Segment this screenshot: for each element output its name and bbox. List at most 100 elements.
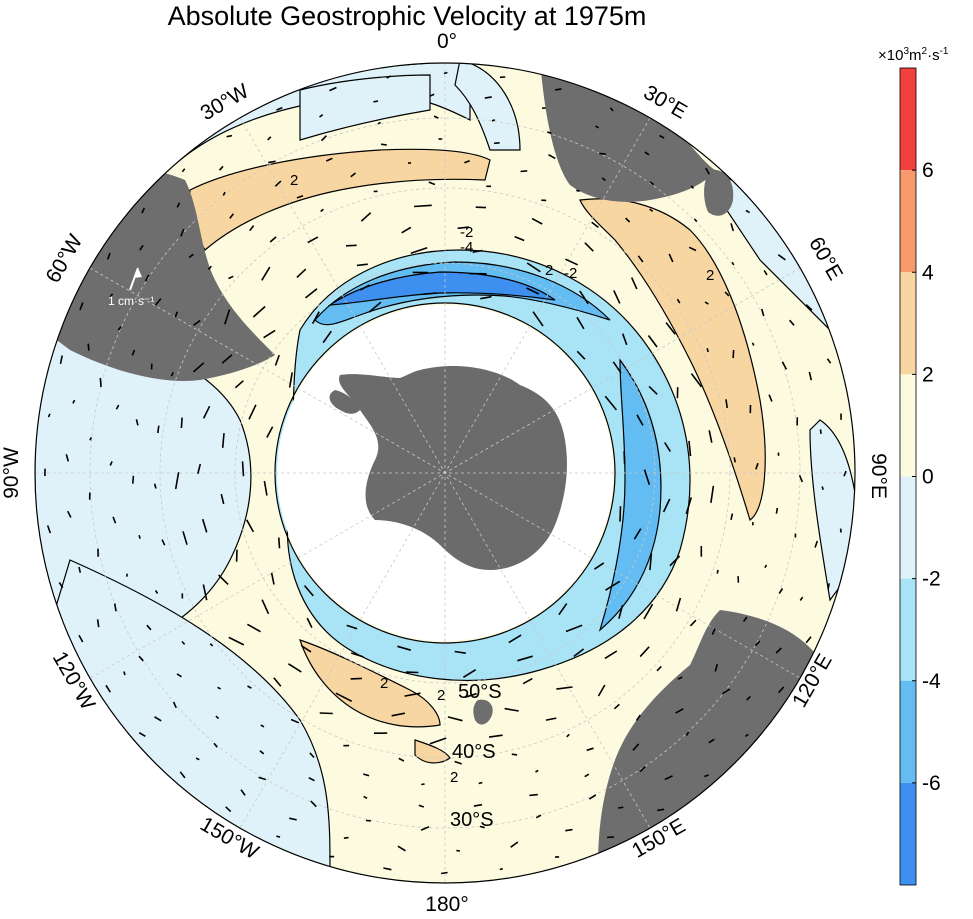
velocity-arrow xyxy=(781,361,788,370)
velocity-arrow xyxy=(192,362,205,373)
velocity-arrow xyxy=(174,311,179,318)
velocity-arrow xyxy=(78,634,84,643)
velocity-arrow xyxy=(247,685,252,689)
velocity-arrow xyxy=(639,766,646,773)
velocity-arrow xyxy=(573,648,585,658)
velocity-arrow xyxy=(565,258,579,266)
velocity-arrow xyxy=(197,463,202,474)
velocity-arrow xyxy=(172,701,177,709)
velocity-arrow xyxy=(309,752,315,759)
velocity-arrow xyxy=(511,753,518,756)
velocity-arrow xyxy=(422,292,437,296)
velocity-arrow xyxy=(287,663,302,673)
lon-label-180: 180° xyxy=(425,893,468,916)
velocity-arrow xyxy=(814,540,819,548)
contour-label: 2 xyxy=(450,769,458,786)
velocity-arrow xyxy=(464,159,470,164)
velocity-arrow xyxy=(586,747,594,752)
velocity-arrow xyxy=(714,663,718,672)
velocity-arrow xyxy=(377,121,381,125)
velocity-arrow xyxy=(373,100,379,103)
new-zealand-land xyxy=(473,699,493,725)
velocity-arrow xyxy=(705,167,710,175)
velocity-arrow xyxy=(311,311,320,324)
velocity-arrow xyxy=(269,236,277,243)
velocity-arrow xyxy=(401,226,412,234)
velocity-arrow xyxy=(636,414,644,426)
velocity-arrow xyxy=(383,867,392,871)
velocity-arrow xyxy=(247,623,261,633)
velocity-arrow xyxy=(613,290,621,304)
velocity-arrow xyxy=(798,474,804,483)
velocity-arrow xyxy=(109,461,113,466)
velocity-arrow xyxy=(775,507,779,514)
velocity-arrow xyxy=(105,684,111,693)
velocity-arrow xyxy=(648,385,658,395)
velocity-arrow xyxy=(745,209,751,214)
velocity-arrow xyxy=(457,226,470,230)
colorbar-swatch xyxy=(900,476,916,579)
velocity-arrow xyxy=(106,252,111,260)
velocity-arrow xyxy=(259,750,265,755)
contour-label: -2 xyxy=(564,265,577,282)
velocity-arrow xyxy=(154,716,162,722)
velocity-arrow xyxy=(429,93,435,97)
velocity-arrow xyxy=(380,143,387,146)
velocity-arrow xyxy=(154,298,162,306)
colorbar-tick-label: 2 xyxy=(922,363,934,386)
velocity-arrow xyxy=(591,221,599,229)
velocity-arrow xyxy=(643,469,651,486)
lon-label-90e: 90°E xyxy=(867,453,890,499)
lat-label-50s: 50°S xyxy=(458,681,502,703)
velocity-arrow xyxy=(545,717,557,721)
velocity-arrow xyxy=(639,646,650,658)
velocity-arrow xyxy=(768,394,773,402)
velocity-arrow xyxy=(584,773,590,778)
velocity-arrow xyxy=(229,213,235,219)
velocity-arrow xyxy=(246,519,255,533)
velocity-arrow xyxy=(228,636,245,646)
velocity-arrow xyxy=(826,358,832,364)
velocity-arrow xyxy=(676,298,681,304)
velocity-arrow xyxy=(115,404,120,410)
velocity-arrow xyxy=(179,771,186,779)
colorbar-ticks: 6 4 2 0 -2 -4 -6 xyxy=(912,159,941,795)
velocity-arrow xyxy=(613,703,620,710)
lon-label-0: 0° xyxy=(437,30,457,53)
velocity-arrow xyxy=(221,354,233,364)
velocity-arrow xyxy=(664,442,671,453)
velocity-arrow xyxy=(359,284,370,291)
velocity-arrow xyxy=(593,562,605,570)
velocity-arrow xyxy=(799,596,804,601)
velocity-arrow xyxy=(535,769,539,773)
velocity-arrow xyxy=(480,295,492,300)
velocity-arrow xyxy=(777,254,786,261)
velocity-arrow xyxy=(397,645,412,651)
velocity-arrow xyxy=(805,304,813,311)
velocity-arrow xyxy=(308,776,315,782)
velocity-arrow xyxy=(649,181,655,186)
figure-title: Absolute Geostrophic Velocity at 1975m xyxy=(168,1,647,31)
colorbar-swatch xyxy=(900,68,916,171)
velocity-arrow xyxy=(267,136,272,141)
velocity-arrow xyxy=(499,867,504,871)
velocity-arrow xyxy=(421,783,425,786)
velocity-arrow xyxy=(404,692,421,697)
velocity-arrow xyxy=(668,253,674,263)
velocity-arrow xyxy=(677,676,683,680)
velocity-arrow xyxy=(99,377,102,387)
contour-label: 2 xyxy=(437,687,445,704)
velocity-arrow xyxy=(621,333,628,346)
velocity-arrow xyxy=(649,553,653,571)
velocity-arrow xyxy=(429,737,447,745)
velocity-arrow xyxy=(472,249,483,253)
velocity-arrow xyxy=(637,255,644,263)
velocity-arrow xyxy=(66,510,72,518)
velocity-arrow xyxy=(59,355,63,365)
velocity-arrow xyxy=(234,380,244,389)
velocity-arrow xyxy=(440,871,448,875)
velocity-arrow xyxy=(320,135,327,142)
velocity-arrow xyxy=(273,677,282,687)
velocity-arrow xyxy=(146,624,152,631)
velocity-arrow xyxy=(228,275,234,280)
